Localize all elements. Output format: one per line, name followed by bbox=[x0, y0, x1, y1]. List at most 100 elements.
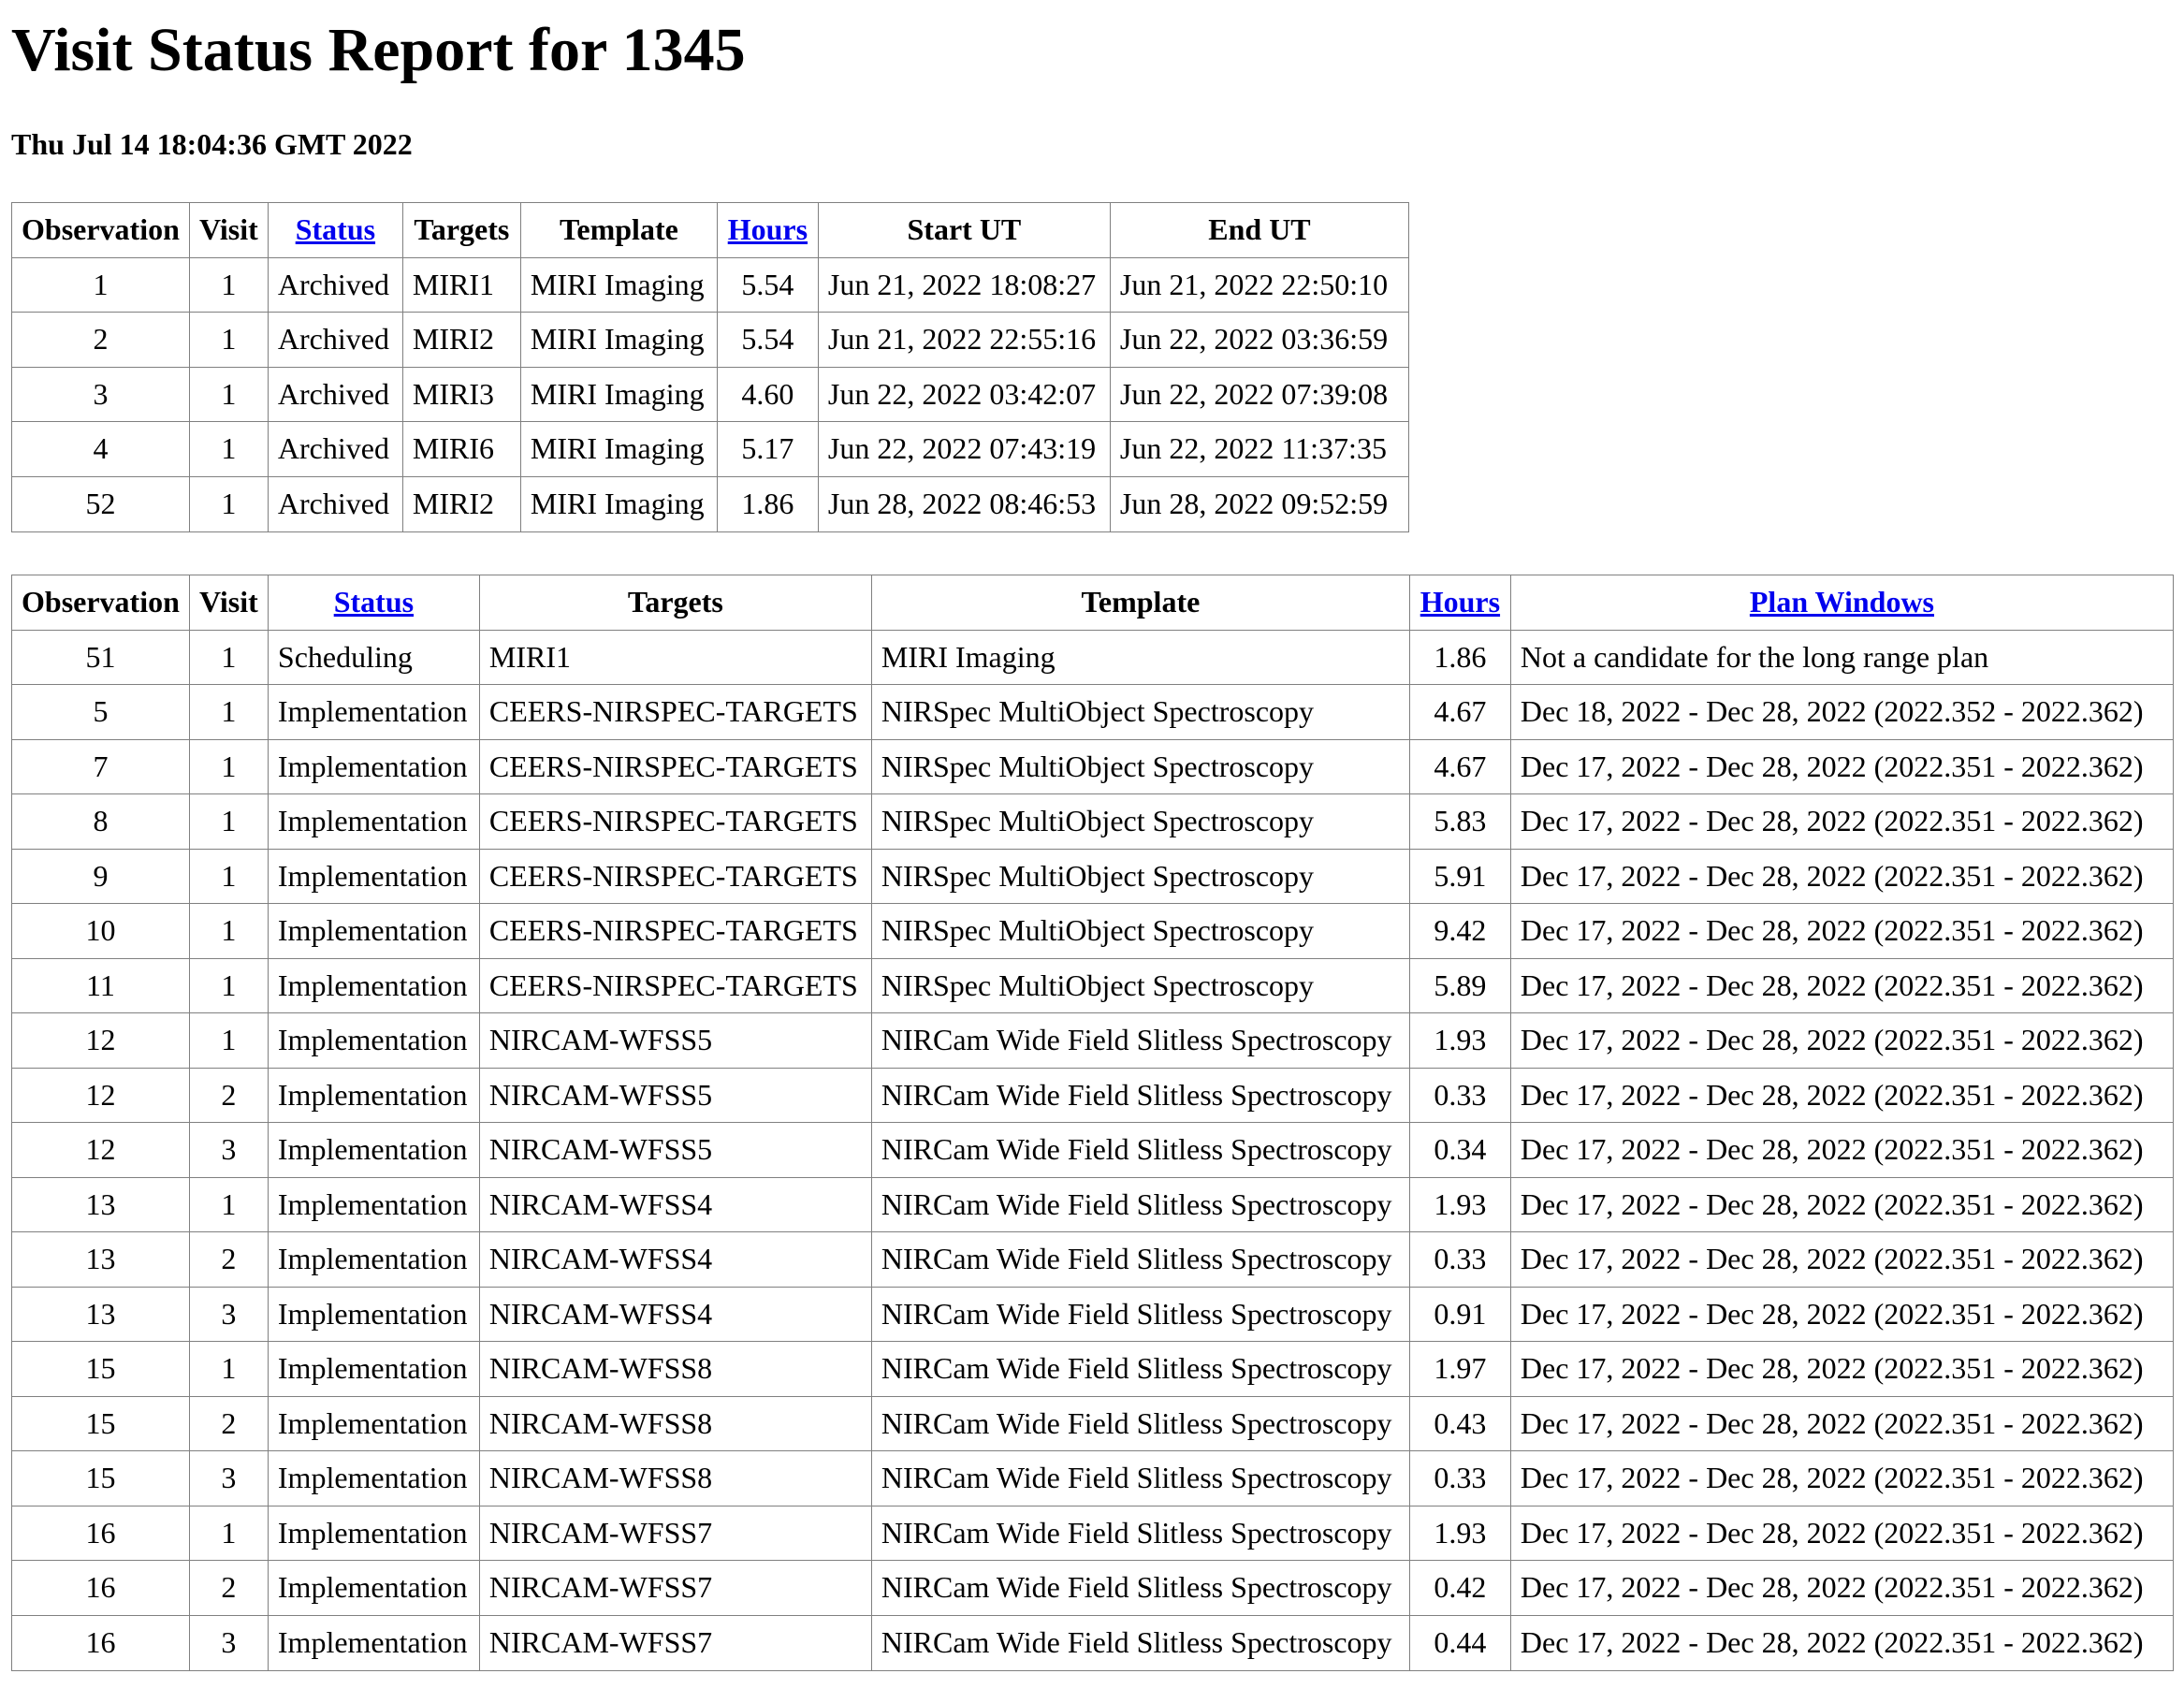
observation-cell: 3 bbox=[12, 367, 190, 422]
end-ut-cell: Jun 22, 2022 03:36:59 bbox=[1110, 313, 1408, 368]
observation-header: Observation bbox=[12, 575, 190, 631]
visit-cell: 1 bbox=[189, 904, 269, 959]
visit-cell: 1 bbox=[189, 1342, 269, 1397]
hours-sort-link[interactable]: Hours bbox=[1420, 585, 1501, 619]
start-ut-cell: Jun 22, 2022 07:43:19 bbox=[818, 422, 1111, 477]
template-cell: MIRI Imaging bbox=[520, 422, 718, 477]
status-sort-link[interactable]: Status bbox=[295, 212, 376, 247]
template-cell: MIRI Imaging bbox=[871, 630, 1410, 685]
plan-windows-cell: Dec 17, 2022 - Dec 28, 2022 (2022.351 - … bbox=[1510, 850, 2173, 904]
hours-cell: 1.86 bbox=[718, 476, 819, 531]
plan-windows-cell: Dec 17, 2022 - Dec 28, 2022 (2022.351 - … bbox=[1510, 904, 2173, 959]
template-cell: NIRCam Wide Field Slitless Spectroscopy bbox=[871, 1013, 1410, 1069]
hours-cell: 4.60 bbox=[717, 367, 819, 422]
visit-cell: 2 bbox=[189, 1232, 269, 1288]
hours-sort-link[interactable]: Hours bbox=[727, 212, 808, 247]
observation-cell: 5 bbox=[12, 685, 190, 740]
plan-windows-cell: Not a candidate for the long range plan bbox=[1510, 631, 2173, 685]
hours-cell: 0.33 bbox=[1409, 1232, 1511, 1288]
status-cell: Implementation bbox=[268, 849, 480, 904]
plan-windows-cell: Dec 17, 2022 - Dec 28, 2022 (2022.351 - … bbox=[1510, 1451, 2173, 1506]
table-row: 52 1 Archived MIRI2 MIRI Imaging 1.86 Jun 28, … bbox=[12, 476, 1408, 531]
table-row: 3 1 Archived MIRI3 MIRI Imaging 4.60 Jun 22, 2… bbox=[12, 367, 1408, 422]
template-cell: NIRCam Wide Field Slitless Spectroscopy bbox=[871, 1177, 1410, 1232]
table-row: 15 3 Implementation NIRCAM-WFSS8 NIRCam Wide… bbox=[12, 1451, 2173, 1506]
table-row: 2 1 Archived MIRI2 MIRI Imaging 5.54 Jun 21, 2… bbox=[12, 313, 1408, 368]
status-cell: Implementation bbox=[269, 1615, 480, 1670]
template-cell: NIRCam Wide Field Slitless Spectroscopy bbox=[871, 1561, 1410, 1616]
start-ut-cell: Jun 22, 2022 03:42:07 bbox=[818, 367, 1111, 422]
template-cell: NIRCam Wide Field Slitless Spectroscopy bbox=[871, 1123, 1410, 1178]
visit-cell: 1 bbox=[189, 313, 269, 368]
end-ut-cell: Jun 21, 2022 22:50:10 bbox=[1110, 258, 1408, 313]
hours-header: Hours bbox=[717, 203, 819, 258]
targets-cell: NIRCAM-WFSS4 bbox=[479, 1177, 872, 1232]
visit-cell: 3 bbox=[189, 1287, 269, 1342]
visit-cell: 1 bbox=[189, 739, 269, 794]
status-cell: Implementation bbox=[268, 1506, 480, 1561]
plan-windows-sort-link[interactable]: Plan Windows bbox=[1749, 585, 1934, 619]
visit-cell: 1 bbox=[189, 958, 269, 1013]
targets-cell: CEERS-NIRSPEC-TARGETS bbox=[479, 904, 872, 959]
visit-cell: 1 bbox=[189, 367, 269, 422]
observation-cell: 8 bbox=[12, 794, 190, 850]
visit-cell: 1 bbox=[189, 794, 269, 850]
end-ut-cell: Jun 28, 2022 09:52:59 bbox=[1119, 487, 1389, 521]
status-cell: Implementation bbox=[268, 739, 480, 794]
start-ut-cell: Jun 28, 2022 08:46:53 bbox=[819, 476, 1111, 531]
table-header-row: Observation Visit Status Targets Templat… bbox=[12, 575, 2173, 631]
visit-cell: 1 bbox=[189, 1506, 269, 1561]
hours-cell: 5.91 bbox=[1409, 849, 1511, 904]
targets-cell: NIRCAM-WFSS7 bbox=[479, 1506, 872, 1561]
status-sort-link[interactable]: Status bbox=[333, 585, 415, 619]
observation-cell: 15 bbox=[12, 1396, 190, 1451]
observation-cell: 16 bbox=[12, 1561, 190, 1616]
status-cell: Archived bbox=[268, 422, 403, 477]
template-cell: NIRCam Wide Field Slitless Spectroscopy bbox=[871, 1342, 1410, 1397]
plan-windows-cell: Dec 17, 2022 - Dec 28, 2022 (2022.351 - … bbox=[1510, 1232, 2173, 1288]
targets-cell: CEERS-NIRSPEC-TARGETS bbox=[479, 794, 872, 850]
targets-header: Targets bbox=[402, 203, 521, 258]
status-cell: Archived bbox=[268, 313, 403, 368]
hours-cell: 5.83 bbox=[1409, 794, 1511, 850]
observation-cell: 51 bbox=[12, 630, 190, 685]
targets-cell: CEERS-NIRSPEC-TARGETS bbox=[479, 685, 872, 740]
table-row: 15 1 Implementation NIRCAM-WFSS8 NIRCam Wide… bbox=[12, 1342, 2173, 1397]
visit-cell: 2 bbox=[189, 1561, 269, 1616]
status-cell: Implementation bbox=[268, 1396, 480, 1451]
plan-windows-cell: Dec 17, 2022 - Dec 28, 2022 (2022.351 - … bbox=[1510, 1506, 2173, 1561]
targets-cell: NIRCAM-WFSS4 bbox=[479, 1232, 872, 1288]
plan-windows-cell: Dec 17, 2022 - Dec 28, 2022 (2022.351 - … bbox=[1510, 1123, 2173, 1178]
targets-cell: CEERS-NIRSPEC-TARGETS bbox=[479, 849, 872, 904]
status-cell: Implementation bbox=[268, 1451, 480, 1506]
template-cell: MIRI Imaging bbox=[520, 367, 718, 422]
hours-cell: 0.44 bbox=[1410, 1615, 1511, 1670]
hours-cell: 4.67 bbox=[1409, 685, 1511, 740]
hours-cell: 4.67 bbox=[1409, 739, 1511, 794]
plan-windows-cell: Dec 17, 2022 - Dec 28, 2022 (2022.351 - … bbox=[1520, 1625, 2144, 1660]
visit-cell: 3 bbox=[190, 1615, 269, 1670]
plan-windows-cell: Dec 17, 2022 - Dec 28, 2022 (2022.351 - … bbox=[1510, 959, 2173, 1013]
visit-header: Visit bbox=[189, 575, 269, 631]
template-cell: NIRCam Wide Field Slitless Spectroscopy bbox=[871, 1451, 1410, 1506]
table-row: 16 1 Implementation NIRCAM-WFSS7 NIRCam Wide… bbox=[12, 1506, 2173, 1561]
observation-cell: 12 bbox=[12, 1068, 190, 1123]
observation-cell: 12 bbox=[12, 1013, 190, 1069]
status-cell: Implementation bbox=[268, 1342, 480, 1397]
targets-cell: NIRCAM-WFSS4 bbox=[479, 1287, 872, 1342]
table-row: 12 1 Implementation NIRCAM-WFSS5 NIRCam Wide… bbox=[12, 1013, 2173, 1069]
page-title: Visit Status Report for 1345 bbox=[11, 16, 746, 84]
targets-cell: NIRCAM-WFSS8 bbox=[479, 1396, 872, 1451]
observation-cell: 15 bbox=[12, 1342, 190, 1397]
hours-cell: 1.93 bbox=[1409, 1177, 1511, 1232]
template-cell: NIRCam Wide Field Slitless Spectroscopy bbox=[871, 1287, 1410, 1342]
hours-cell: 0.33 bbox=[1409, 1451, 1511, 1506]
end-ut-cell: Jun 22, 2022 11:37:35 bbox=[1110, 422, 1408, 477]
plan-windows-cell: Dec 17, 2022 - Dec 28, 2022 (2022.351 - … bbox=[1510, 794, 2173, 850]
plan-windows-cell: Dec 17, 2022 - Dec 28, 2022 (2022.351 - … bbox=[1510, 1288, 2173, 1342]
targets-cell: NIRCAM-WFSS5 bbox=[479, 1068, 872, 1123]
table-row: 51 1 Scheduling MIRI1 MIRI Imaging 1.86 Not a … bbox=[12, 630, 2173, 685]
targets-cell: NIRCAM-WFSS7 bbox=[479, 1561, 872, 1616]
visit-cell: 3 bbox=[189, 1123, 269, 1178]
